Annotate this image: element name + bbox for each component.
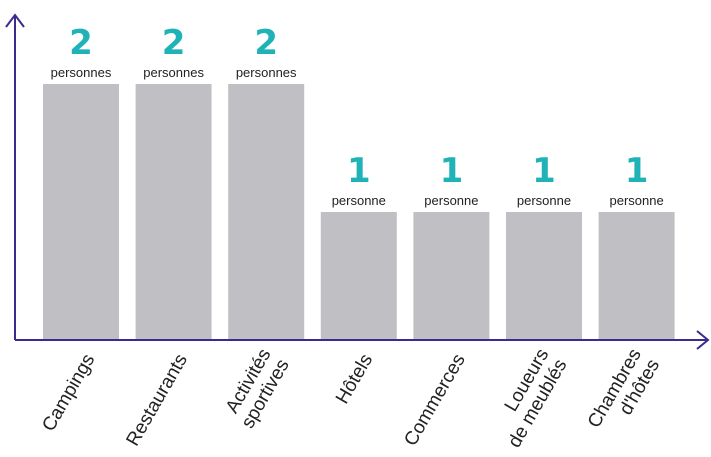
data-label-value: 1 — [440, 151, 464, 191]
x-tick-label: Commerces — [400, 351, 469, 450]
data-label-unit: personnes — [236, 65, 297, 80]
data-label-unit: personnes — [143, 65, 204, 80]
x-tick-label-line: Restaurants — [123, 351, 192, 450]
x-tick-label: Hôtels — [332, 351, 377, 408]
bar — [413, 212, 489, 340]
data-label-unit: personne — [517, 193, 571, 208]
x-tick-label: Activitéssportives — [219, 345, 293, 432]
x-tick-label-line: Commerces — [400, 351, 469, 450]
data-label-unit: personnes — [51, 65, 112, 80]
bar — [136, 84, 212, 340]
data-label-unit: personne — [332, 193, 386, 208]
bar — [228, 84, 304, 340]
data-label-value: 1 — [625, 151, 649, 191]
x-tick-label-line: Campings — [38, 351, 99, 436]
data-label-unit: personne — [609, 193, 663, 208]
data-label-value: 1 — [532, 151, 556, 191]
data-label-value: 2 — [69, 23, 93, 63]
bar — [43, 84, 119, 340]
bar — [599, 212, 675, 340]
x-tick-label: Campings — [38, 351, 99, 436]
x-tick-label-line: Hôtels — [332, 351, 377, 408]
x-tick-label: Chambresd'hôtes — [584, 345, 664, 442]
x-tick-label: Loueursde meublés — [486, 345, 571, 451]
data-label-value: 1 — [347, 151, 371, 191]
data-label-unit: personne — [424, 193, 478, 208]
x-tick-label: Restaurants — [123, 351, 192, 450]
data-label-value: 2 — [162, 23, 186, 63]
bar — [506, 212, 582, 340]
bar — [321, 212, 397, 340]
data-label-value: 2 — [254, 23, 278, 63]
bars-layer — [43, 84, 675, 340]
